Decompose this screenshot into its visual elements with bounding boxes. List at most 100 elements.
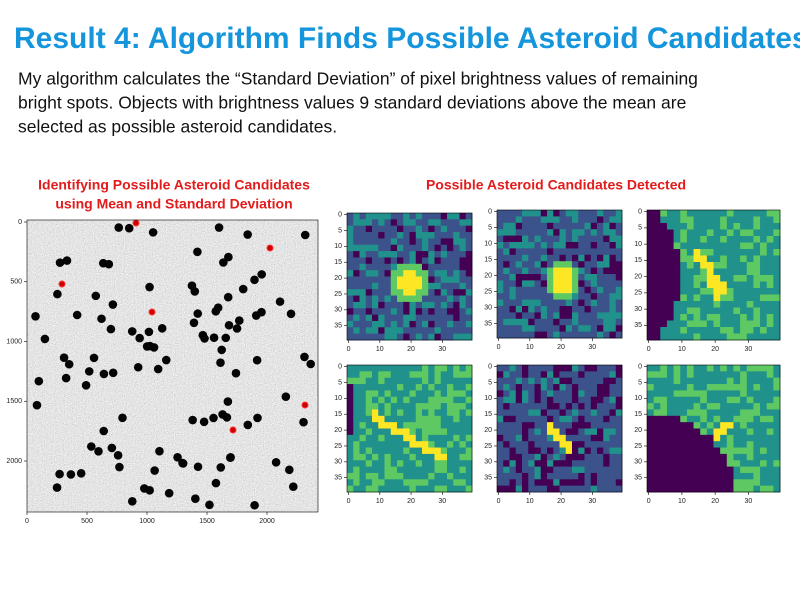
pixel: [553, 371, 560, 379]
pixel: [766, 409, 774, 417]
pixel: [522, 235, 529, 243]
pixel: [465, 441, 473, 448]
pixel: [746, 390, 754, 398]
pixel: [597, 466, 604, 474]
pixel: [660, 320, 668, 328]
bright-spot: [157, 324, 167, 333]
pixel: [603, 447, 610, 455]
pixel: [359, 403, 367, 410]
pixel: [597, 254, 604, 262]
pixel: [720, 415, 728, 423]
pixel: [597, 299, 604, 307]
pixel: [390, 295, 398, 303]
pixel: [397, 263, 404, 271]
pixel: [706, 236, 714, 243]
pixel: [522, 403, 529, 410]
pixel: [547, 274, 554, 281]
pixel: [597, 409, 604, 417]
pixel: [509, 403, 517, 410]
pixel: [572, 242, 579, 249]
pixel: [653, 242, 661, 250]
pixel: [447, 263, 454, 271]
pixel: [603, 210, 610, 217]
pixel: [773, 288, 781, 295]
pixel: [572, 306, 579, 313]
pixel: [565, 441, 573, 448]
pixel: [653, 333, 661, 341]
pixel: [540, 466, 548, 474]
pixel: [447, 238, 454, 246]
pixel: [565, 472, 573, 480]
pixel: [384, 225, 392, 233]
pixel: [372, 225, 379, 233]
pixel: [447, 384, 454, 391]
pixel: [572, 409, 579, 417]
pixel: [680, 216, 688, 224]
pixel: [347, 289, 354, 296]
pixel: [693, 479, 701, 487]
pixel: [553, 261, 560, 268]
pixel: [603, 479, 610, 487]
pixel: [434, 295, 442, 303]
pixel: [397, 289, 404, 296]
pixel: [415, 251, 423, 258]
pixel: [680, 210, 688, 217]
pixel: [353, 333, 360, 341]
pixel: [547, 434, 554, 442]
pixel: [528, 222, 535, 230]
pixel: [440, 428, 448, 436]
pixel: [372, 244, 379, 252]
pixel: [706, 472, 714, 480]
pixel: [740, 216, 748, 224]
pixel: [440, 479, 448, 487]
pixel: [534, 396, 542, 404]
pixel: [700, 403, 708, 410]
pixel: [403, 225, 410, 233]
pixel: [693, 396, 701, 404]
pixel: [733, 249, 741, 256]
pixel: [706, 453, 714, 461]
pixel: [597, 403, 604, 410]
pixel: [720, 314, 728, 321]
pixel: [700, 415, 708, 423]
bright-spot: [300, 230, 310, 240]
pixel: [397, 434, 404, 442]
pixel: [359, 466, 367, 474]
pixel: [740, 403, 748, 410]
pixel: [603, 422, 610, 429]
pixel: [706, 390, 714, 398]
pixel: [453, 251, 460, 258]
pixel: [547, 390, 554, 398]
pixel: [713, 314, 721, 321]
pixel: [353, 232, 360, 239]
pixel: [347, 441, 354, 448]
pixel: [572, 441, 579, 448]
pixel: [700, 441, 708, 448]
bright-spot: [142, 342, 152, 351]
pixel: [390, 384, 398, 391]
pixel: [673, 223, 681, 230]
pixel: [365, 384, 373, 391]
pixel: [453, 377, 460, 385]
pixel: [534, 472, 542, 480]
y-tick-label: 15: [484, 256, 492, 263]
pixel: [720, 377, 728, 385]
pixel: [515, 434, 523, 442]
pixel: [509, 216, 517, 224]
pixel: [680, 485, 688, 493]
pixel: [773, 485, 781, 493]
pixel: [666, 371, 674, 379]
pixel: [447, 276, 454, 284]
pixel: [453, 314, 460, 322]
x-tick-label: 20: [407, 498, 415, 505]
pixel: [609, 390, 617, 398]
pixel: [553, 403, 560, 410]
pixel: [653, 249, 661, 256]
pixel: [403, 441, 410, 448]
pixel: [609, 299, 617, 307]
pixel: [746, 377, 754, 385]
bright-spot: [66, 470, 76, 479]
pixel: [615, 479, 623, 487]
pixel: [434, 447, 442, 455]
pixel: [522, 280, 529, 288]
